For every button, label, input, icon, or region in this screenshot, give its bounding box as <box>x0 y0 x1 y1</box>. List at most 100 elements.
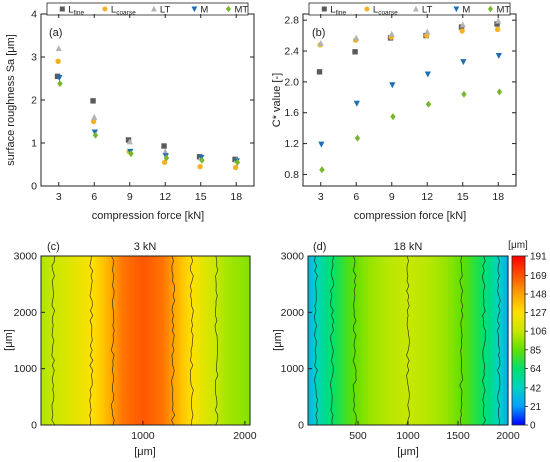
map-strip <box>208 256 212 425</box>
x-axis-label: compression force [kN] <box>354 210 466 222</box>
map-strip <box>400 256 404 425</box>
map-strip <box>234 256 238 425</box>
map-strip <box>239 256 243 425</box>
map-strip <box>428 256 432 425</box>
point-M-6 <box>353 100 360 107</box>
y-tick-label: 3 <box>31 52 37 64</box>
map-strip <box>470 256 474 425</box>
map-strip <box>465 256 469 425</box>
x-axis-label: [μm] <box>134 446 156 458</box>
point-L-fine-9 <box>125 137 132 143</box>
map-strip <box>505 256 509 425</box>
point-L-fine-18 <box>494 21 500 27</box>
map-strip <box>184 256 188 425</box>
x-tick-label: 3 <box>318 191 324 203</box>
map-strip <box>129 256 134 425</box>
y-tick-label: 2.0 <box>284 76 299 88</box>
contour-line <box>482 255 486 426</box>
map-strip <box>340 256 344 425</box>
map-strip <box>438 256 442 425</box>
legend-marker <box>59 6 65 12</box>
map-strip <box>80 256 84 425</box>
map-strip <box>460 256 464 425</box>
map-strip <box>433 256 437 425</box>
legend-marker <box>364 6 370 12</box>
map-strip <box>137 256 141 425</box>
map-strip <box>223 256 228 425</box>
map-strip <box>328 256 332 425</box>
map-strip <box>95 256 100 425</box>
point-MT-6 <box>354 134 361 142</box>
contour-line <box>51 255 56 426</box>
map-strip <box>124 256 128 425</box>
map-strip <box>355 256 359 425</box>
contour-line <box>171 255 176 426</box>
x-axis-label: compression force [kN] <box>92 210 204 222</box>
map-strip <box>202 256 207 425</box>
panel-label: (b) <box>312 27 325 39</box>
colorbar-ticks: 0 21 42 64 85 106 127 148 169 191 <box>525 252 547 432</box>
map-strip <box>480 256 484 425</box>
x-tick-label: 6 <box>91 191 97 203</box>
x-tick-label: 3 <box>56 191 62 203</box>
panel-b-c-star-value: (b) Lfine Lcoarse LT M MT 3 6 9 12 15 180.81.21.6… <box>271 2 517 222</box>
map-strip <box>72 256 76 425</box>
map-strip <box>88 256 92 425</box>
point-LT-12 <box>424 28 431 35</box>
map-strip <box>473 256 477 425</box>
height-map <box>308 256 509 425</box>
map-strip <box>308 256 312 425</box>
map-strip <box>503 256 507 425</box>
point-L-fine-3 <box>316 69 323 75</box>
map-strip <box>440 256 444 425</box>
y-axis-label: C* value [-] <box>271 73 283 127</box>
map-strip <box>56 256 60 425</box>
contour-line <box>330 255 334 426</box>
panel-label: (d) <box>313 241 326 253</box>
panel-label: (a) <box>49 27 62 39</box>
point-MT-15 <box>199 156 205 164</box>
point-LT-6 <box>91 113 98 120</box>
axes: 1000 2000 0 1000 2000 3000 <box>14 251 257 443</box>
contour-line <box>89 255 94 426</box>
point-LT-6 <box>353 34 360 41</box>
map-strip <box>119 256 123 425</box>
point-LT-9 <box>388 30 395 37</box>
map-strip <box>343 256 347 425</box>
legend-marker <box>412 5 419 12</box>
colorbar: [μm] 0 21 42 64 85 106 127 148 169 191 <box>508 240 547 432</box>
point-M-15 <box>460 59 467 66</box>
map-strip <box>490 256 494 425</box>
point-MT-9 <box>128 150 134 158</box>
map-strip <box>448 256 452 425</box>
plot-frame <box>40 13 255 187</box>
map-strip <box>493 256 497 425</box>
map-strip <box>385 256 389 425</box>
y-tick-label: 3000 <box>281 251 305 263</box>
legend-entry: LT <box>422 5 433 16</box>
map-strip <box>135 256 139 425</box>
map-strip <box>229 256 233 425</box>
map-strip <box>468 256 472 425</box>
map-strip <box>166 256 170 425</box>
map-strip <box>360 256 364 425</box>
map-strip <box>116 256 120 425</box>
map-strip <box>140 256 144 425</box>
map-strip <box>51 256 55 425</box>
contour-line <box>496 255 501 426</box>
map-strip <box>450 256 454 425</box>
map-strip <box>244 256 248 425</box>
map-strip <box>403 256 407 425</box>
map-strip <box>320 256 324 425</box>
y-tick-label: 3000 <box>14 251 38 263</box>
map-strip <box>395 256 399 425</box>
map-strip <box>475 256 479 425</box>
y-tick-label: 1.2 <box>284 138 299 150</box>
map-strip <box>345 256 349 425</box>
map-strip <box>114 256 118 425</box>
map-strip <box>410 256 414 425</box>
map-strip <box>77 256 81 425</box>
point-L-coarse-18 <box>494 26 501 33</box>
